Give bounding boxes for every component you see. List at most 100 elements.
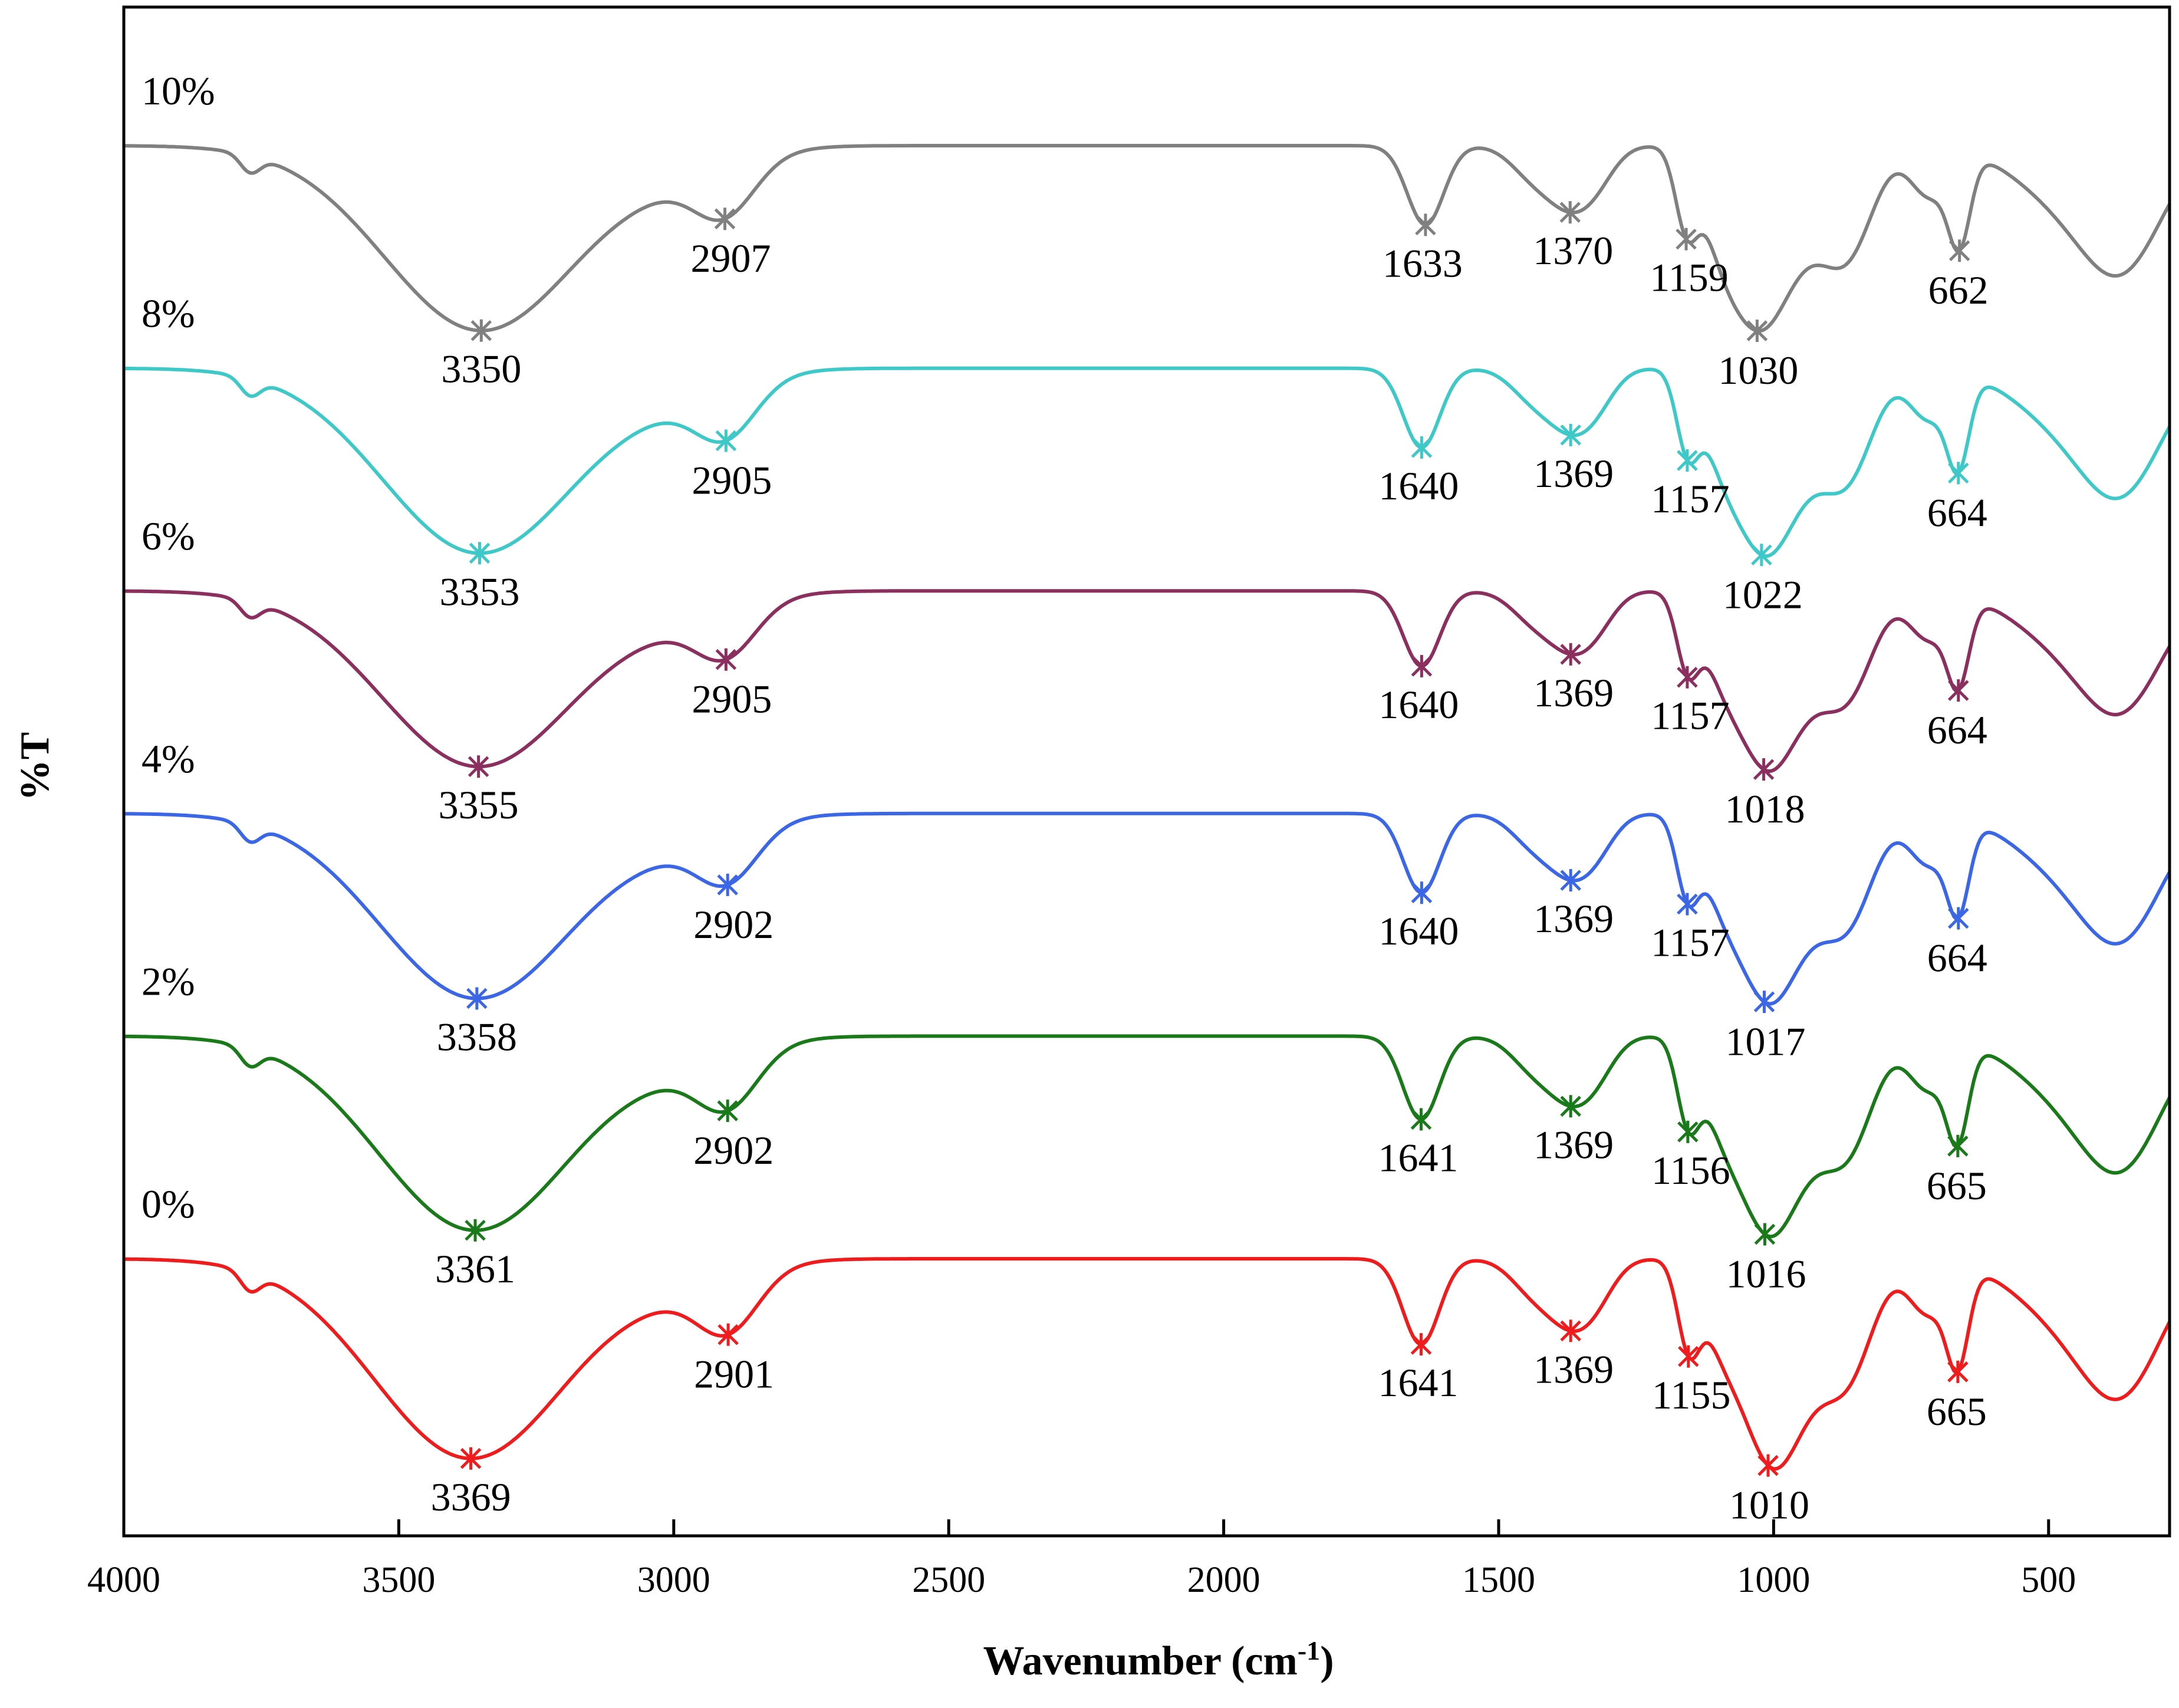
peak-label: 1016 — [1726, 1252, 1806, 1296]
x-tick-label: 3000 — [637, 1560, 710, 1600]
peak-marker — [717, 1323, 739, 1346]
peak-marker — [717, 1100, 738, 1123]
peak-marker — [1560, 423, 1581, 446]
peak-marker — [1754, 1223, 1776, 1246]
peak-label: 1159 — [1650, 255, 1728, 300]
peak-marker — [715, 429, 737, 452]
peak-label: 1018 — [1725, 786, 1805, 831]
peak-marker — [714, 208, 736, 231]
peak-label: 664 — [1927, 490, 1987, 535]
peak-label: 665 — [1927, 1163, 1987, 1208]
peak-marker — [1677, 1120, 1699, 1143]
peak-label: 1370 — [1533, 228, 1613, 273]
peak-label: 2902 — [693, 1128, 773, 1173]
peak-label: 1156 — [1651, 1148, 1730, 1193]
peak-marker — [1677, 893, 1698, 916]
peak-marker — [1560, 869, 1581, 892]
series-line-4pct — [124, 811, 2171, 1006]
peak-label: 665 — [1927, 1389, 1987, 1434]
peak-marker — [466, 987, 488, 1010]
series-label-6pct: 6% — [141, 514, 195, 558]
x-axis-title-main: Wavenumber (cm — [983, 1638, 1297, 1684]
series-label-10pct: 10% — [141, 68, 215, 113]
x-tick-label: 2500 — [912, 1560, 985, 1600]
peak-marker — [470, 319, 492, 342]
peak-label: 664 — [1927, 707, 1987, 752]
series-line-8pct — [123, 366, 2171, 558]
peak-label: 2907 — [691, 236, 771, 281]
peak-marker — [1411, 654, 1433, 677]
peak-marker — [1678, 1345, 1699, 1368]
peak-marker — [1560, 1319, 1581, 1342]
y-axis-title: %T — [12, 732, 58, 801]
peak-labels-group: 3350 2907 1633 1370 1159 1030 662 3353 2905 1640 1… — [431, 228, 1989, 1528]
peak-marker — [1947, 1134, 1969, 1157]
peak-label: 2905 — [692, 677, 772, 722]
series-group — [123, 144, 2171, 1471]
plot-frame — [122, 5, 2171, 1538]
peak-label: 1155 — [1652, 1373, 1730, 1417]
peak-label: 1641 — [1378, 1360, 1458, 1405]
peak-label: 1017 — [1726, 1019, 1806, 1064]
x-axis: 4000 3500 3000 2500 2000 1500 1000 500 — [87, 1519, 2076, 1600]
peak-label: 3358 — [437, 1014, 517, 1059]
peak-label: 1010 — [1729, 1483, 1809, 1528]
peak-label: 1369 — [1533, 451, 1614, 496]
peak-markers-group — [460, 201, 1970, 1477]
peak-marker — [465, 1219, 486, 1242]
peak-label: 662 — [1928, 268, 1989, 312]
peak-label: 3355 — [439, 782, 519, 827]
peak-label: 1640 — [1378, 909, 1459, 953]
peak-marker — [469, 542, 491, 565]
peak-label: 664 — [1927, 936, 1987, 980]
x-axis-title: Wavenumber (cm-1) — [983, 1635, 1334, 1684]
x-tick-label: 3500 — [362, 1560, 435, 1600]
x-tick-label: 4000 — [87, 1560, 160, 1600]
peak-label: 2905 — [692, 458, 772, 503]
peak-label: 1157 — [1651, 476, 1729, 521]
series-label-4pct: 4% — [141, 736, 195, 781]
peak-marker — [1410, 1333, 1432, 1356]
peak-label: 1641 — [1378, 1136, 1458, 1180]
peak-marker — [1947, 1360, 1969, 1383]
peak-marker — [1677, 449, 1698, 472]
peak-label: 1030 — [1718, 348, 1798, 393]
peak-marker — [715, 648, 737, 671]
peak-marker — [1559, 201, 1581, 224]
x-tick-label: 500 — [2021, 1560, 2076, 1600]
peak-label: 1633 — [1383, 241, 1463, 285]
x-tick-label: 1000 — [1737, 1560, 1810, 1600]
series-label-0pct: 0% — [141, 1182, 195, 1226]
peak-label: 1369 — [1533, 896, 1614, 941]
peak-marker — [1411, 436, 1433, 459]
peak-label: 1157 — [1651, 693, 1729, 738]
peak-marker — [1560, 643, 1581, 666]
peak-marker — [1560, 1095, 1581, 1118]
peak-marker — [1677, 666, 1698, 689]
peak-marker — [1746, 320, 1768, 343]
x-tick-label: 2000 — [1187, 1560, 1260, 1600]
x-tick-label: 1500 — [1462, 1560, 1535, 1600]
peak-marker — [1676, 228, 1697, 251]
peak-label: 1369 — [1533, 1122, 1614, 1167]
peak-marker — [460, 1447, 482, 1470]
series-line-0pct — [123, 1257, 2171, 1471]
peak-label: 3369 — [431, 1475, 511, 1519]
series-line-10pct — [124, 144, 2171, 333]
series-label-8pct: 8% — [141, 291, 195, 336]
x-axis-title-superscript: -1 — [1298, 1635, 1320, 1666]
series-labels-group: 10% 8% 6% 4% 2% 0% — [141, 68, 215, 1226]
peak-marker — [1753, 990, 1775, 1013]
peak-marker — [1410, 1108, 1432, 1131]
peak-marker — [1948, 679, 1969, 702]
peak-label: 1157 — [1651, 920, 1729, 965]
peak-label: 1369 — [1533, 1347, 1614, 1391]
x-axis-title-suffix: ) — [1320, 1638, 1334, 1684]
peak-marker — [1948, 462, 1969, 485]
peak-marker — [717, 873, 738, 896]
peak-marker — [1753, 758, 1775, 781]
peak-marker — [1751, 544, 1772, 567]
peak-label: 3350 — [441, 347, 521, 391]
